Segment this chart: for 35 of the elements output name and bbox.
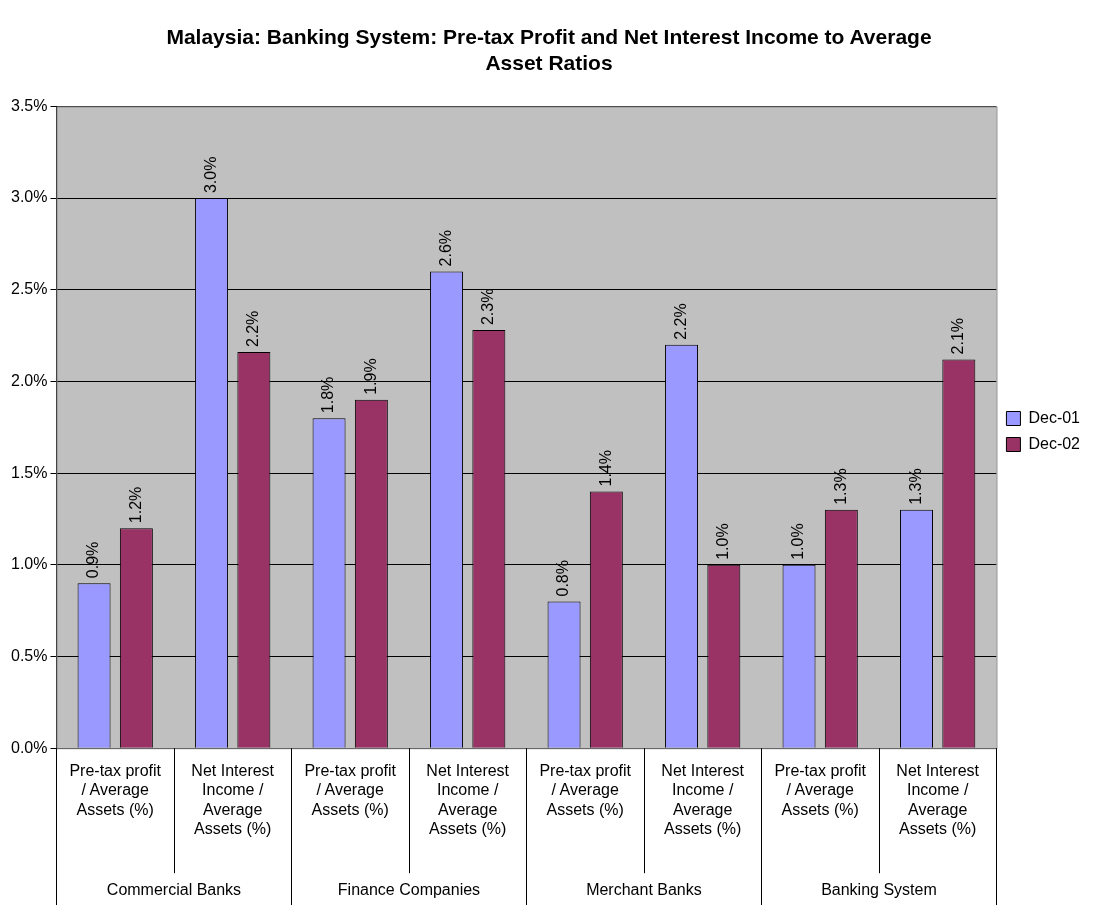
data-label: 3.0% xyxy=(201,156,219,194)
data-label: 1.2% xyxy=(126,486,144,524)
chart-title: Malaysia: Banking System: Pre-tax Profit and Net Interest Income to Average Asset Ratios xyxy=(166,25,932,74)
text: Finance Companies xyxy=(337,881,481,899)
x-tick-label: Net Interest Income / Average Assets (%) xyxy=(426,762,510,837)
text: Banking System xyxy=(821,881,937,899)
data-label: 2.6% xyxy=(436,229,454,267)
y-tick-label: 1.0% xyxy=(11,555,48,573)
x-tick-label: Pre-tax profit / Average Assets (%) xyxy=(774,762,867,818)
data-label: 2.1% xyxy=(949,317,967,355)
y-tick-label: 0.5% xyxy=(11,646,48,664)
y-tick-label: 3.5% xyxy=(11,96,48,114)
y-tick-label: 1.5% xyxy=(11,463,48,481)
x-tick-label: Pre-tax profit / Average Assets (%) xyxy=(304,762,397,818)
text: Commercial Banks xyxy=(106,881,242,899)
data-label: 1.4% xyxy=(596,450,614,487)
data-label: 2.3% xyxy=(479,288,497,326)
x-tick-label: Pre-tax profit / Average Assets (%) xyxy=(539,762,632,818)
data-label: 1.9% xyxy=(361,358,379,395)
legend-label: Dec-02 xyxy=(1028,434,1081,452)
data-label: 1.0% xyxy=(714,523,732,560)
data-label: 2.2% xyxy=(671,303,689,340)
text: Merchant Banks xyxy=(586,881,702,899)
data-label: 1.0% xyxy=(789,523,807,560)
data-label: 2.2% xyxy=(244,310,262,348)
y-tick-label: 2.0% xyxy=(11,371,48,389)
legend-label: Dec-01 xyxy=(1028,408,1081,426)
x-tick-label: Net Interest Income / Average Assets (%) xyxy=(191,762,275,837)
data-label: 0.9% xyxy=(84,541,102,579)
x-tick-label: Net Interest Income / Average Assets (%) xyxy=(896,762,980,837)
y-tick-label: 0.0% xyxy=(11,738,48,756)
x-tick-label: Net Interest Income / Average Assets (%) xyxy=(661,762,745,837)
x-tick-label: Pre-tax profit / Average Assets (%) xyxy=(69,762,162,818)
y-tick-label: 2.5% xyxy=(11,280,48,298)
y-tick-label: 3.0% xyxy=(11,188,48,206)
